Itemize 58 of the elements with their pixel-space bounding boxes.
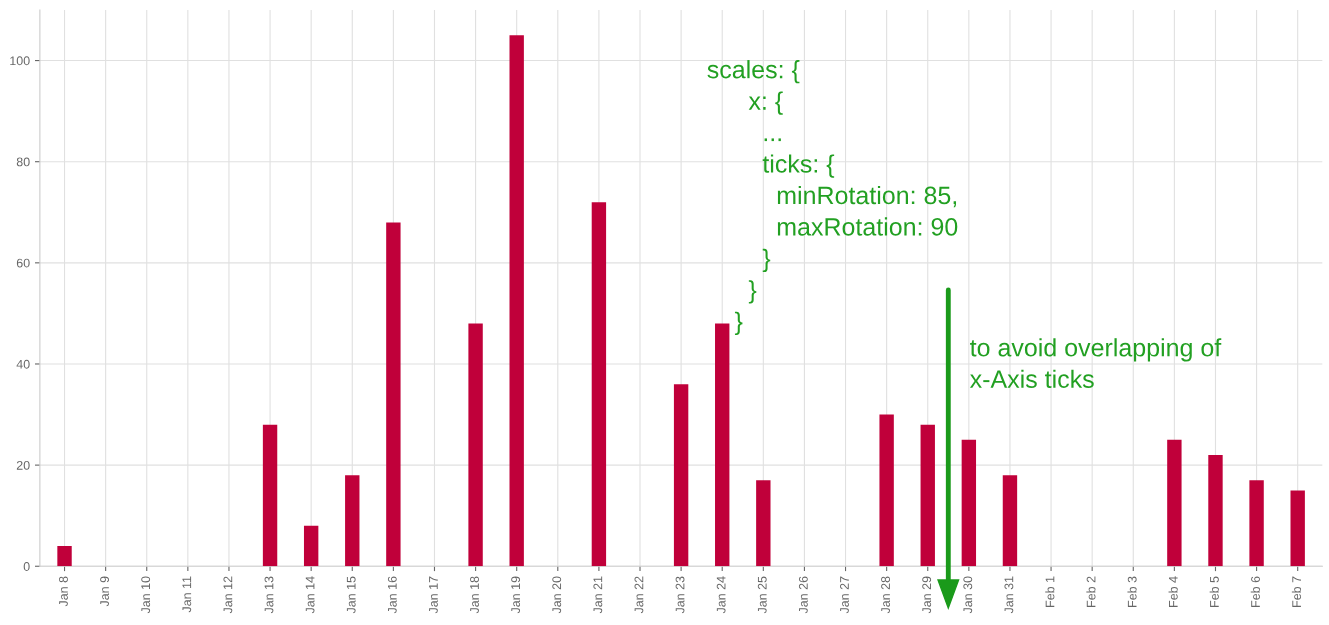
bar — [756, 480, 771, 567]
x-tick-label: Jan 28 — [881, 576, 890, 614]
bar — [879, 414, 894, 567]
y-tick-label: 80 — [16, 157, 30, 167]
bar — [591, 202, 607, 567]
bar — [1208, 455, 1223, 567]
x-tick-label: Feb 6 — [1250, 576, 1260, 607]
x-tick-label: Feb 7 — [1291, 576, 1302, 607]
bar — [1167, 439, 1182, 567]
y-tick-label: 40 — [16, 359, 30, 369]
x-tick-label: Jan 12 — [223, 576, 233, 614]
bar — [1002, 475, 1018, 567]
x-tick-label: Feb 1 — [1045, 576, 1055, 607]
x-tick-label: Jan 13 — [264, 576, 274, 614]
bar — [303, 525, 319, 567]
y-tick-label: 100 — [10, 56, 30, 66]
bar — [961, 439, 977, 567]
x-tick-label: Jan 18 — [470, 576, 479, 614]
bar — [1290, 490, 1305, 567]
x-tick-label: Jan 16 — [387, 576, 397, 614]
x-tick-label: Jan 8 — [59, 576, 68, 607]
bar — [57, 546, 72, 567]
x-tick-label: Jan 20 — [552, 576, 562, 614]
y-tick-label: 60 — [16, 258, 30, 268]
bar — [262, 424, 278, 567]
y-tick-label: 20 — [16, 460, 30, 470]
x-tick-label: Jan 26 — [798, 576, 808, 614]
x-tick-label: Feb 5 — [1209, 576, 1219, 607]
bar — [386, 222, 401, 567]
x-tick-label: Jan 31 — [1004, 576, 1014, 614]
bar — [1249, 480, 1264, 567]
bar — [345, 475, 360, 567]
x-tick-label: Jan 27 — [840, 576, 849, 614]
x-tick-label: Jan 24 — [716, 576, 726, 614]
annotation: to avoid overlapping of x-Axis ticks — [969, 338, 1222, 389]
x-tick-label: Jan 21 — [593, 576, 603, 614]
y-tick-label: 0 — [23, 562, 30, 571]
x-tick-label: Jan 19 — [511, 576, 521, 614]
bar — [509, 35, 524, 567]
x-tick-label: Jan 9 — [100, 576, 109, 607]
text: scales: { x: { ... ticks: { minRotation: 85, maxRotation: 90 } } } — [707, 60, 958, 336]
x-tick-label: Feb 2 — [1086, 576, 1096, 607]
bar — [673, 384, 689, 567]
x-tick-label: Jan 10 — [141, 576, 151, 614]
x-tick-label: Jan 25 — [757, 576, 767, 614]
x-tick-label: Jan 14 — [305, 576, 315, 614]
x-tick-label: Jan 29 — [922, 576, 932, 614]
x-tick-label: Jan 23 — [675, 576, 685, 614]
x-tick-label: Jan 22 — [634, 576, 644, 614]
x-tick-label: Feb 4 — [1168, 576, 1178, 607]
bar — [715, 323, 730, 567]
bar — [920, 424, 935, 567]
x-tick-label: Jan 17 — [429, 576, 438, 614]
x-tick-label: Jan 30 — [963, 576, 973, 614]
x-tick-label: Feb 3 — [1127, 576, 1137, 607]
bar — [468, 323, 483, 567]
x-tick-label: Jan 15 — [346, 576, 356, 614]
x-tick-label: Jan 11 — [182, 576, 192, 613]
